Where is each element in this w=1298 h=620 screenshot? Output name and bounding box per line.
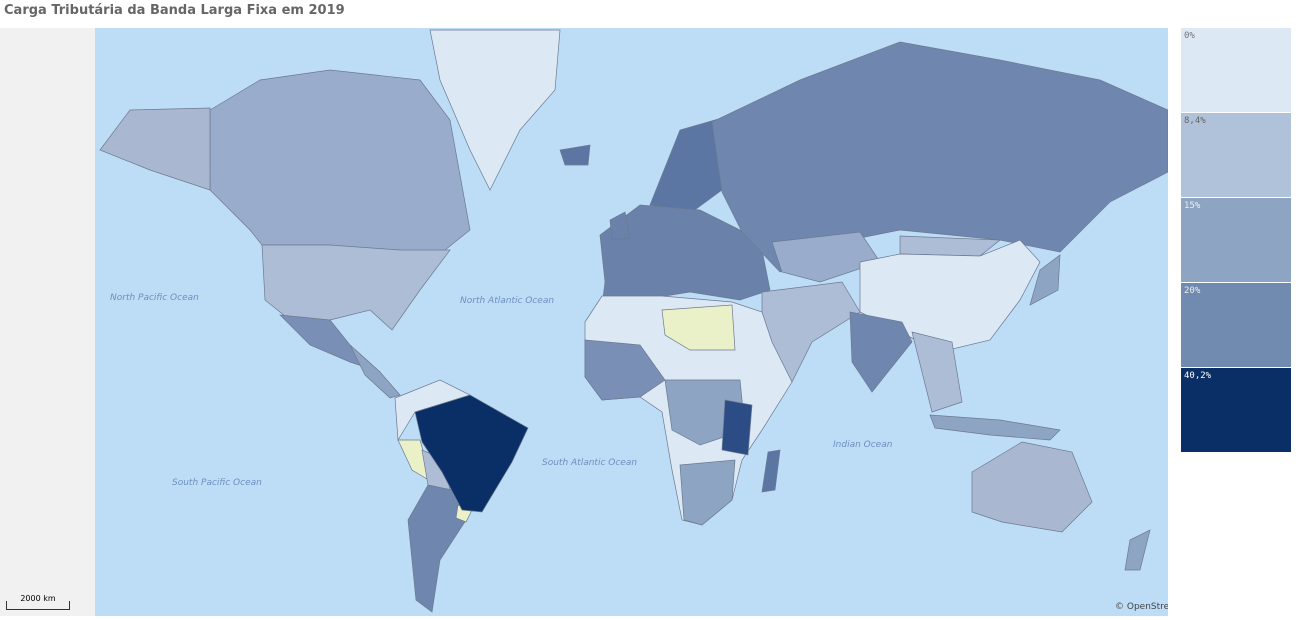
- west-africa: [584, 339, 666, 401]
- country-brazil: [414, 394, 529, 513]
- southeast-asia: [911, 331, 963, 413]
- legend-label: 20%: [1184, 286, 1201, 296]
- map-attribution[interactable]: © OpenStreetMap: [1115, 602, 1168, 612]
- country-canada: [209, 69, 471, 271]
- scale-bar-label: 2000 km: [20, 594, 56, 603]
- country-india: [849, 311, 913, 393]
- country-uk: [609, 211, 631, 241]
- ocean-label: South Pacific Ocean: [172, 478, 262, 488]
- east-africa-dark: [721, 399, 753, 456]
- country-mongolia: [899, 235, 1001, 257]
- choropleth-map[interactable]: North Pacific Ocean North Atlantic Ocean…: [95, 28, 1168, 616]
- central-america: [349, 344, 401, 399]
- legend-item: 20%: [1181, 283, 1291, 368]
- ocean-label: North Atlantic Ocean: [460, 296, 555, 306]
- country-libya-egypt: [661, 304, 736, 351]
- legend-item: 0%: [1181, 28, 1291, 113]
- ocean-label: North Pacific Ocean: [110, 293, 199, 303]
- legend-label: 40,2%: [1184, 371, 1212, 381]
- country-new-zealand: [1124, 529, 1151, 571]
- legend-label: 15%: [1184, 201, 1201, 211]
- ocean-label: Indian Ocean: [833, 440, 893, 450]
- country-indonesia: [929, 414, 1061, 441]
- scale-bar: 2000 km: [6, 595, 70, 610]
- country-alaska: [99, 107, 211, 191]
- map-countries: [99, 29, 1168, 613]
- country-australia: [971, 441, 1093, 533]
- ocean-label: South Atlantic Ocean: [542, 458, 638, 468]
- country-iceland: [559, 144, 591, 166]
- map-side-panel: [0, 28, 95, 616]
- country-russia: [711, 41, 1168, 273]
- scandinavia: [649, 117, 723, 213]
- legend-label: 0%: [1184, 31, 1195, 41]
- country-kazakhstan: [771, 231, 881, 283]
- country-argentina-chile: [407, 484, 467, 613]
- country-greenland: [429, 29, 561, 191]
- legend-label: 8,4%: [1184, 116, 1206, 126]
- legend-item: 40,2%: [1181, 368, 1291, 453]
- chart-title: Carga Tributária da Banda Larga Fixa em …: [4, 3, 345, 18]
- southern-africa: [679, 459, 736, 526]
- legend-item: 15%: [1181, 198, 1291, 283]
- color-legend: 0% 8,4% 15% 20% 40,2%: [1181, 28, 1291, 453]
- country-usa: [261, 244, 451, 331]
- country-japan: [1029, 254, 1061, 306]
- country-madagascar: [761, 449, 781, 493]
- legend-item: 8,4%: [1181, 113, 1291, 198]
